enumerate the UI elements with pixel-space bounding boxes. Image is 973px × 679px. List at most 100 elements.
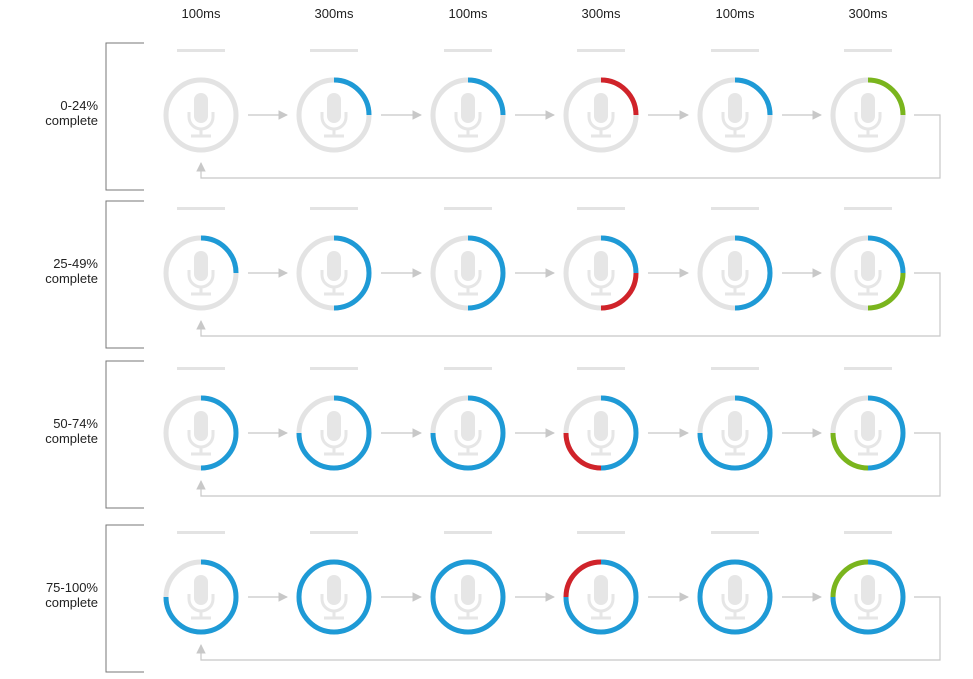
highlight-arc: [600, 77, 639, 116]
mic-state-ring: [163, 531, 239, 635]
progress-arc: [467, 77, 506, 116]
progress-row: [105, 42, 941, 191]
mic-state-ring: [296, 207, 372, 311]
row-label-status: complete: [45, 113, 98, 128]
mic-state-ring: [563, 49, 639, 153]
progress-arc: [697, 395, 773, 471]
row-bracket: [105, 42, 144, 191]
microphone-icon: [187, 251, 215, 296]
loop-back-arrow: [196, 272, 941, 337]
state-label-placeholder: [177, 531, 225, 534]
microphone-icon: [454, 575, 482, 620]
microphone-icon: [320, 93, 348, 138]
mic-state-ring: [830, 207, 906, 311]
row-label-status: complete: [45, 271, 98, 286]
highlight-arc: [563, 432, 602, 471]
microphone-icon: [854, 411, 882, 456]
state-label-placeholder: [444, 207, 492, 210]
mic-state-ring: [163, 367, 239, 471]
row-label-status: complete: [45, 595, 98, 610]
loop-back-arrow: [196, 114, 941, 179]
state-label-placeholder: [177, 367, 225, 370]
microphone-icon: [721, 93, 749, 138]
progress-arc: [600, 235, 639, 274]
mic-state-ring: [830, 367, 906, 471]
mic-state-ring: [163, 49, 239, 153]
progress-arc: [296, 559, 372, 635]
state-label-placeholder: [711, 367, 759, 370]
state-label-placeholder: [577, 49, 625, 52]
row-label-range: 50-74%: [53, 416, 98, 431]
state-label-placeholder: [310, 367, 358, 370]
mic-state-ring: [563, 367, 639, 471]
row-bracket: [105, 360, 144, 509]
progress-arc: [867, 395, 906, 471]
mic-state-ring: [296, 367, 372, 471]
progress-arc: [697, 559, 773, 635]
mic-state-ring: [430, 207, 506, 311]
progress-row: [105, 524, 941, 673]
column-duration-label: 300ms: [314, 6, 354, 21]
microphone-icon: [454, 411, 482, 456]
mic-state-ring: [697, 207, 773, 311]
microphone-icon: [587, 251, 615, 296]
microphone-icon: [454, 251, 482, 296]
microphone-icon: [854, 575, 882, 620]
microphone-icon: [721, 411, 749, 456]
progress-arc: [430, 559, 506, 635]
state-label-placeholder: [844, 49, 892, 52]
highlight-arc: [867, 272, 906, 311]
microphone-icon: [187, 93, 215, 138]
microphone-icon: [721, 251, 749, 296]
state-label-placeholder: [711, 531, 759, 534]
loop-back-arrow: [196, 432, 941, 497]
row-progress-label: 50-74% complete: [20, 416, 98, 446]
microphone-icon: [721, 575, 749, 620]
row-bracket: [105, 524, 144, 673]
microphone-icon: [320, 575, 348, 620]
state-label-placeholder: [444, 49, 492, 52]
loop-back-arrow: [196, 596, 941, 661]
state-label-placeholder: [177, 207, 225, 210]
mic-state-ring: [296, 49, 372, 153]
row-label-status: complete: [45, 431, 98, 446]
state-label-placeholder: [444, 531, 492, 534]
mic-state-ring: [697, 531, 773, 635]
progress-arc: [830, 559, 906, 635]
row-label-range: 0-24%: [60, 98, 98, 113]
mic-state-ring: [830, 49, 906, 153]
microphone-icon: [587, 575, 615, 620]
microphone-icon: [854, 93, 882, 138]
progress-row: [105, 200, 941, 349]
row-progress-label: 0-24% complete: [20, 98, 98, 128]
microphone-icon: [320, 411, 348, 456]
mic-state-ring: [296, 531, 372, 635]
state-label-placeholder: [577, 207, 625, 210]
progress-arc: [600, 395, 639, 471]
column-duration-label: 300ms: [581, 6, 621, 21]
state-label-placeholder: [444, 367, 492, 370]
microphone-icon: [187, 411, 215, 456]
highlight-arc: [830, 432, 869, 471]
progress-row: [105, 360, 941, 509]
row-label-range: 75-100%: [45, 580, 98, 595]
progress-arc: [867, 235, 906, 274]
progress-arc: [467, 235, 506, 311]
microphone-icon: [320, 251, 348, 296]
progress-arc: [200, 235, 239, 274]
row-progress-label: 75-100% complete: [20, 580, 98, 610]
progress-arc: [734, 235, 773, 311]
microphone-icon: [587, 411, 615, 456]
mic-state-ring: [430, 531, 506, 635]
state-label-placeholder: [310, 207, 358, 210]
ring-track: [163, 77, 239, 153]
mic-state-ring: [697, 49, 773, 153]
microphone-icon: [587, 93, 615, 138]
mic-state-ring: [430, 49, 506, 153]
state-label-placeholder: [177, 49, 225, 52]
row-label-range: 25-49%: [53, 256, 98, 271]
progress-arc: [563, 559, 639, 635]
state-label-placeholder: [577, 531, 625, 534]
mic-state-ring: [563, 531, 639, 635]
mic-state-ring: [830, 531, 906, 635]
